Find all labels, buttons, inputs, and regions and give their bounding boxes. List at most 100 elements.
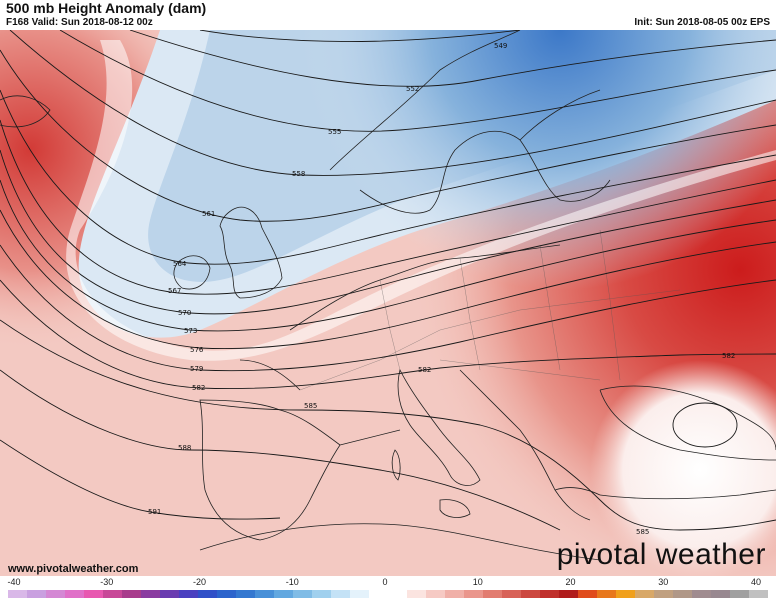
colorbar-tick-label: 30 (658, 577, 669, 587)
colorbar-swatch (388, 590, 407, 598)
contour-label: 582 (722, 352, 735, 360)
ireland-coast (173, 255, 211, 290)
contour-label: 561 (202, 210, 215, 218)
coastlines (0, 30, 776, 561)
border-line-4 (539, 244, 561, 371)
colorbar-swatch (293, 590, 312, 598)
init-time: Init: Sun 2018-08-05 00z EPS (634, 17, 770, 28)
colorbar-tick-label: -10 (285, 577, 299, 587)
colorbar-strip (8, 590, 768, 598)
colorbar-tick-label: 20 (565, 577, 576, 587)
contour-label: 558 (292, 170, 305, 178)
colorbar-swatch (198, 590, 217, 598)
baltic-coast (519, 89, 611, 202)
colorbar-swatch (217, 590, 236, 598)
north-sea-coast (289, 244, 561, 331)
map-title: 500 mb Height Anomaly (dam) (6, 0, 207, 16)
italy-coast (397, 368, 481, 486)
colorbar-swatch (464, 590, 483, 598)
contour-585 (0, 319, 776, 531)
contour-561 (0, 49, 776, 222)
colorbar-swatch (255, 590, 274, 598)
contour-555 (59, 30, 776, 132)
contour-label: 579 (190, 365, 203, 373)
colorbar-swatch (8, 590, 27, 598)
contour-label: 552 (406, 85, 419, 93)
contour-label: 582 (192, 384, 205, 392)
colorbar-swatch (445, 590, 464, 598)
colorbar-swatch (369, 590, 388, 598)
balkans-coast (459, 369, 601, 521)
colorbar-swatch (46, 590, 65, 598)
contour-closed-se (672, 402, 738, 448)
contour-label: 564 (173, 260, 187, 268)
contour-label: 570 (178, 309, 191, 317)
colorbar-swatch (122, 590, 141, 598)
france-med-coast (339, 429, 401, 446)
contour-564 (0, 89, 776, 265)
header-bar: 500 mb Height Anomaly (dam) F168 Valid: … (0, 0, 776, 30)
colorbar-swatch (692, 590, 711, 598)
north-africa-coast (199, 523, 601, 561)
colorbar-tick-label: 10 (472, 577, 483, 587)
contour-label: 549 (494, 42, 507, 50)
contour-558 (9, 30, 776, 176)
contour-label: 588 (178, 444, 191, 452)
contour-label: 567 (168, 287, 181, 295)
colorbar-swatch (483, 590, 502, 598)
colorbar-swatch (236, 590, 255, 598)
contour-576 (0, 209, 776, 350)
contour-573 (0, 179, 776, 332)
scandinavia-coast (329, 30, 561, 214)
colorbar-swatch (331, 590, 350, 598)
contour-552 (129, 30, 776, 87)
colorbar-swatch (65, 590, 84, 598)
colorbar-swatch (312, 590, 331, 598)
colorbar-swatch (730, 590, 749, 598)
colorbar-swatch (27, 590, 46, 598)
brand-logo-text: pivotal weather (556, 538, 766, 571)
sicily-coast (439, 499, 471, 518)
colorbar-swatch (597, 590, 616, 598)
source-url[interactable]: www.pivotalweather.com (8, 563, 139, 575)
colorbar: -40 -30 -20 -10 0 10 20 30 40 (0, 576, 776, 600)
colorbar-swatch (103, 590, 122, 598)
contour-591 (0, 439, 281, 520)
colorbar-swatch (141, 590, 160, 598)
contour-label-group: 549 552 555 558 561 564 567 570 573 576 … (148, 42, 735, 536)
colorbar-swatch (673, 590, 692, 598)
turkey-coast (599, 489, 776, 500)
contour-label: 582 (418, 366, 431, 374)
colorbar-swatch (654, 590, 673, 598)
border-line-2 (379, 279, 401, 371)
contour-label: 591 (148, 508, 161, 516)
colorbar-tick-label: -20 (192, 577, 207, 587)
colorbar-swatch (179, 590, 198, 598)
sardinia-coast (391, 449, 401, 481)
colorbar-swatch (274, 590, 293, 598)
colorbar-tick-label: 0 (382, 577, 388, 587)
colorbar-swatch (84, 590, 103, 598)
great-britain-coast (219, 206, 283, 299)
contour-570 (0, 149, 776, 315)
border-line-1 (299, 289, 681, 391)
colorbar-swatch (407, 590, 426, 598)
colorbar-swatch (578, 590, 597, 598)
contour-label: 573 (184, 327, 197, 335)
colorbar-swatch (749, 590, 768, 598)
colorbar-swatch (426, 590, 445, 598)
map-canvas: 549 552 555 558 561 564 567 570 573 576 … (0, 30, 776, 576)
anomaly-map[interactable]: 549 552 555 558 561 564 567 570 573 576 … (0, 30, 776, 576)
contour-label: 585 (304, 402, 317, 410)
colorbar-tick-label: -40 (7, 577, 21, 587)
contour-label: 585 (636, 528, 649, 536)
contour-588 (0, 369, 561, 531)
contour-label: 555 (328, 128, 341, 136)
contour-549 (199, 30, 521, 42)
southeast-neutral (0, 30, 776, 576)
colorbar-tick-label: 40 (750, 577, 762, 587)
border-line-6 (439, 359, 601, 381)
colorbar-swatch (350, 590, 369, 598)
colorbar-swatch (160, 590, 179, 598)
colorbar-swatch (711, 590, 730, 598)
